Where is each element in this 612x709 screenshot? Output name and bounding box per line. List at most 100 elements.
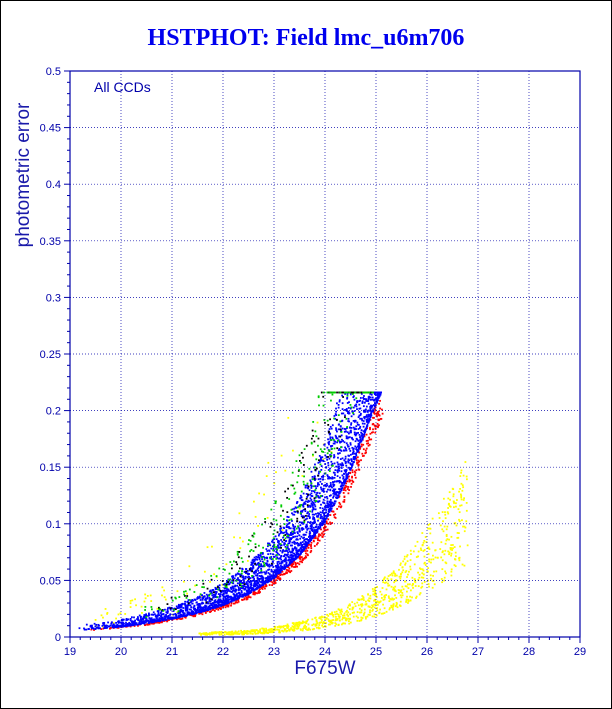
data-point-blue (248, 586, 251, 589)
data-point-blue (302, 522, 304, 525)
data-point-blue (130, 623, 133, 626)
data-point-yellow (268, 629, 271, 632)
data-point-blue (242, 575, 244, 578)
data-point-yellow (332, 613, 334, 616)
data-point-blue (275, 566, 278, 569)
data-point-blue (255, 569, 257, 572)
data-point-yellow (387, 584, 390, 587)
data-point-yellow (334, 613, 337, 616)
data-point-yellow (445, 539, 448, 542)
data-point-blue (336, 437, 339, 440)
data-point-yellow (376, 607, 378, 610)
data-point-blue (183, 615, 186, 618)
data-point-yellow (385, 588, 388, 591)
data-point-blue (126, 618, 129, 621)
data-point-blue (293, 528, 296, 531)
data-point-blue (344, 471, 347, 474)
data-point-blue (258, 556, 261, 559)
data-point-blue (281, 540, 284, 543)
data-point-blue (321, 511, 324, 514)
data-point-blue (332, 481, 334, 483)
data-point-blue (277, 541, 279, 544)
data-point-blue (246, 583, 249, 586)
data-point-yellow (321, 615, 323, 618)
data-point-blue (265, 548, 268, 551)
data-point-yellow (429, 574, 432, 577)
data-point-blue (165, 618, 168, 621)
data-point-red (304, 550, 307, 552)
data-point-yellow (385, 581, 388, 584)
data-point-blue (205, 608, 208, 611)
data-point-blue (304, 484, 307, 487)
data-point-blue (236, 584, 239, 587)
data-point-yellow (188, 565, 191, 568)
data-point-yellow (316, 421, 319, 424)
data-point-blue (255, 580, 258, 583)
data-point-blue (318, 470, 320, 473)
data-point-blue (240, 589, 243, 592)
data-point-red (338, 505, 340, 508)
data-point-blue (317, 472, 320, 475)
data-point-blue (240, 591, 243, 594)
data-point-yellow (202, 632, 205, 635)
data-point-yellow (427, 524, 430, 526)
data-point-red (331, 522, 334, 524)
data-point-yellow (460, 498, 463, 501)
data-point-yellow (395, 597, 398, 599)
data-point-blue (349, 467, 352, 469)
data-point-yellow (415, 556, 418, 558)
data-point-red (209, 611, 211, 613)
data-point-yellow (371, 604, 374, 607)
data-point-yellow (265, 475, 268, 477)
data-point-blue (293, 559, 296, 561)
data-point-blue (322, 476, 325, 478)
data-point-blue (122, 624, 125, 627)
data-point-blue (344, 409, 346, 411)
data-point-blue (277, 569, 280, 572)
data-point-yellow (414, 545, 417, 548)
data-point-blue (196, 597, 199, 600)
data-point-yellow (337, 613, 340, 616)
data-point-blue (367, 415, 370, 417)
data-point-blue (347, 417, 350, 420)
data-point-yellow (194, 584, 196, 587)
data-point-blue (317, 461, 320, 464)
data-point-yellow (375, 596, 378, 598)
data-point-yellow (298, 623, 300, 626)
data-point-blue (355, 437, 358, 440)
data-point-blue (129, 622, 132, 625)
data-point-yellow (383, 577, 386, 580)
data-point-yellow (286, 627, 289, 629)
data-point-blue (320, 486, 322, 489)
data-point-blue (127, 618, 130, 621)
data-point-blue (213, 601, 216, 604)
data-point-red (343, 486, 346, 489)
data-point-yellow (205, 633, 208, 636)
data-point-red (307, 554, 309, 557)
data-point-blue (238, 596, 241, 599)
data-point-blue (327, 469, 330, 471)
data-point-blue (267, 569, 270, 571)
data-point-outlier (208, 594, 211, 597)
data-point-blue (362, 430, 365, 433)
data-point-blue (158, 618, 161, 621)
data-point-outlier (301, 516, 304, 519)
data-point-yellow (431, 579, 434, 582)
data-point-outlier (210, 598, 213, 601)
data-point-yellow (372, 608, 374, 611)
data-point-blue (177, 616, 179, 619)
data-point-outlier (313, 440, 316, 443)
data-point-yellow (291, 629, 294, 632)
data-point-blue (322, 510, 324, 512)
data-point-blue (314, 505, 317, 508)
data-point-yellow (182, 580, 185, 583)
data-point-blue (324, 484, 327, 486)
data-point-red (342, 492, 345, 494)
data-point-blue (327, 510, 330, 513)
data-point-red (184, 616, 187, 619)
data-point-yellow (427, 567, 430, 570)
data-point-blue (369, 398, 372, 401)
data-point-blue (261, 558, 263, 561)
data-point-yellow (461, 563, 464, 566)
data-point-yellow (460, 482, 463, 485)
